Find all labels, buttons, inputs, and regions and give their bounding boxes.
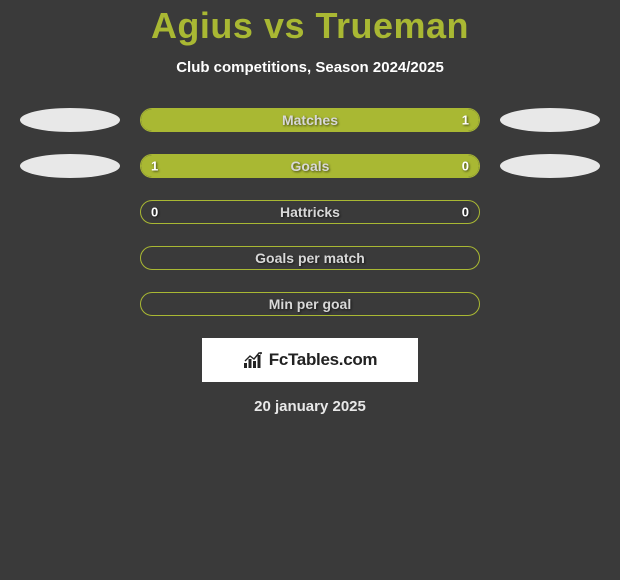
stat-label: Goals [291,158,330,174]
subtitle: Club competitions, Season 2024/2025 [0,59,620,76]
stat-bar: Min per goal [140,292,480,316]
logo-box: FcTables.com [202,338,418,382]
stat-row: Min per goal [0,292,620,316]
ellipse-spacer [500,292,600,316]
stat-bar: Goals 1 0 [140,154,480,178]
ellipse-spacer [500,200,600,224]
stat-label: Min per goal [269,296,351,312]
logo-text: FcTables.com [269,350,378,370]
ellipse-spacer [20,246,120,270]
stat-rows: Matches 1 Goals 1 0 Hattricks 0 0 Goals per matc… [0,108,620,316]
bar-fill-left [141,155,405,177]
stat-row: Matches 1 [0,108,620,132]
player-ellipse-left [20,108,120,132]
player-ellipse-right [500,154,600,178]
stat-bar: Hattricks 0 0 [140,200,480,224]
ellipse-spacer [20,200,120,224]
stat-label: Goals per match [255,250,365,266]
player-ellipse-left [20,154,120,178]
stat-value-right: 0 [462,159,469,174]
stat-label: Hattricks [280,204,340,220]
barchart-icon [243,351,265,369]
stat-bar: Goals per match [140,246,480,270]
stat-value-left: 0 [151,205,158,220]
comparison-infographic: Agius vs Trueman Club competitions, Seas… [0,0,620,415]
ellipse-spacer [500,246,600,270]
player-ellipse-right [500,108,600,132]
stat-row: Goals 1 0 [0,154,620,178]
ellipse-spacer [20,292,120,316]
page-title: Agius vs Trueman [0,5,620,47]
stat-row: Goals per match [0,246,620,270]
stat-label: Matches [282,112,338,128]
stat-row: Hattricks 0 0 [0,200,620,224]
date-label: 20 january 2025 [0,398,620,415]
stat-value-right: 1 [462,113,469,128]
stat-value-left: 1 [151,159,158,174]
stat-bar: Matches 1 [140,108,480,132]
stat-value-right: 0 [462,205,469,220]
